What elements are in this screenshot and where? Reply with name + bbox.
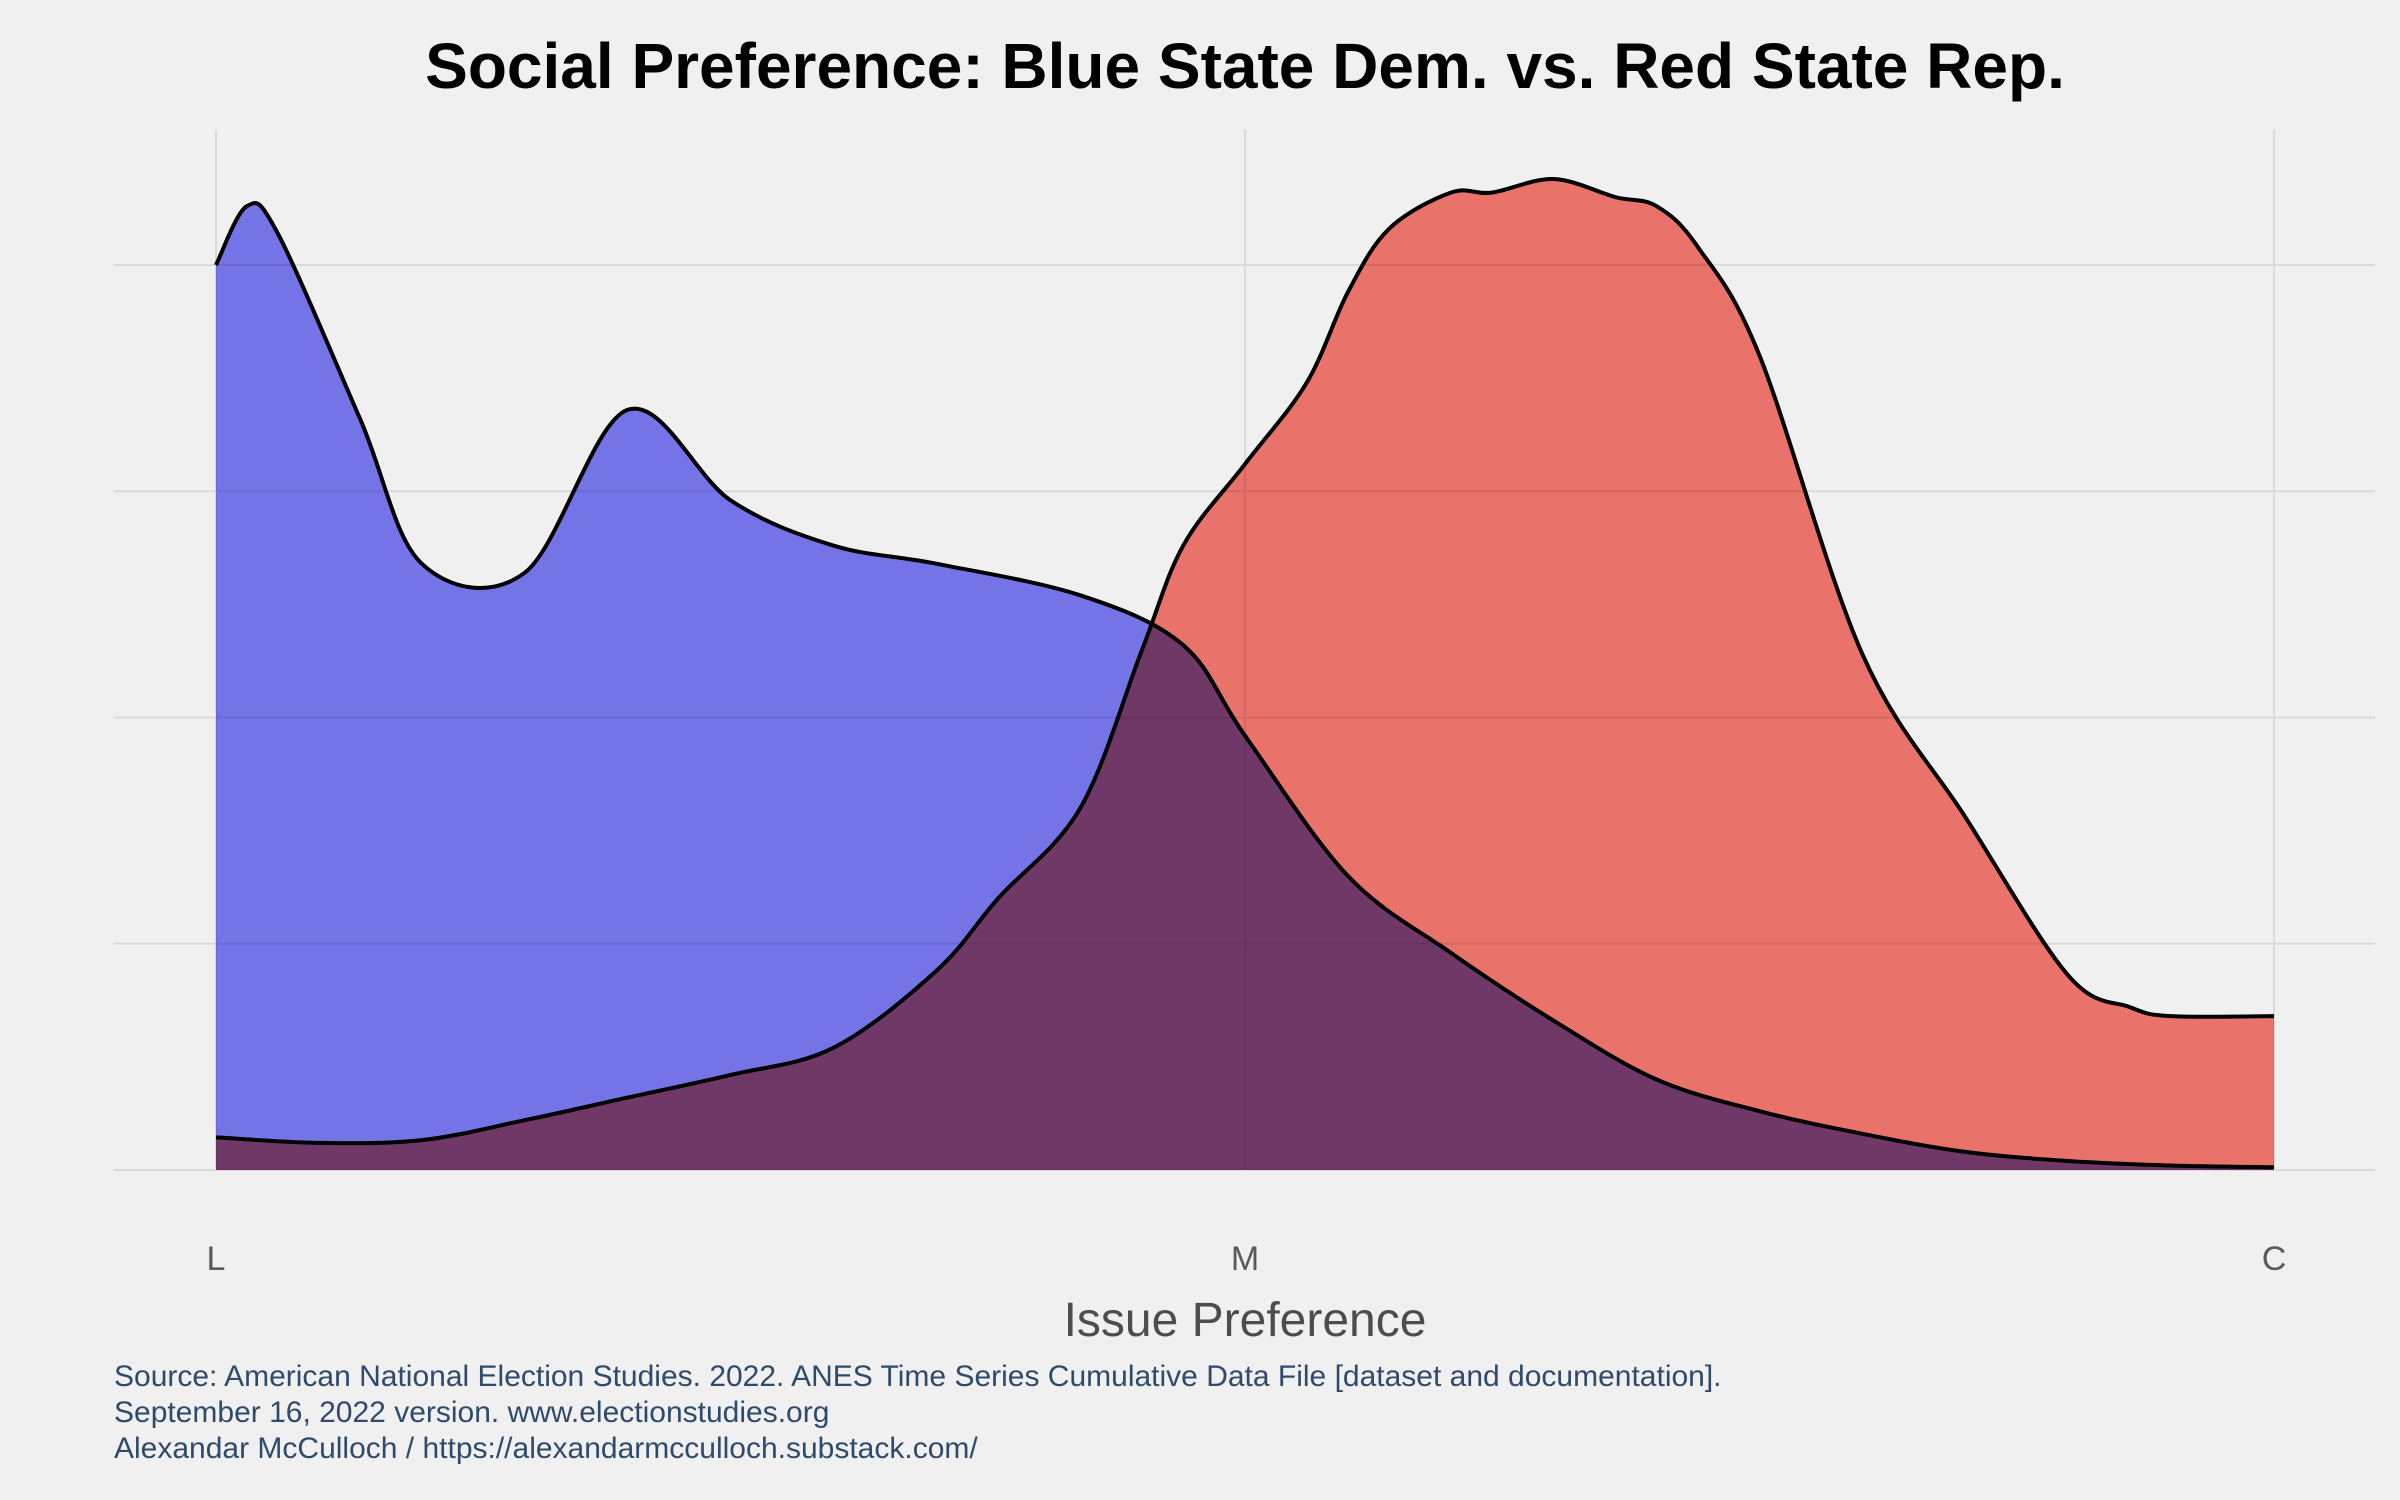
caption-source: Source: American National Election Studi…: [114, 1360, 1722, 1393]
density-outline-red-state-rep: [215, 177, 2275, 1146]
x-tick-label: L: [207, 1240, 226, 1278]
x-tick-label: C: [2262, 1240, 2287, 1278]
chart-title: Social Preference: Blue State Dem. vs. R…: [425, 30, 2065, 102]
density-area-blue-state-dem: [216, 202, 2274, 1170]
caption-version: September 16, 2022 version. www.election…: [114, 1396, 829, 1429]
density-outline-blue-state-dem: [214, 201, 2275, 1170]
caption-author: Alexandar McCulloch / https://alexandarm…: [114, 1432, 978, 1465]
density-area-red-state-rep: [216, 178, 2274, 1171]
x-axis-title: Issue Preference: [1064, 1294, 1427, 1347]
density-areas: [214, 177, 2275, 1171]
x-tick-label: M: [1231, 1240, 1259, 1278]
